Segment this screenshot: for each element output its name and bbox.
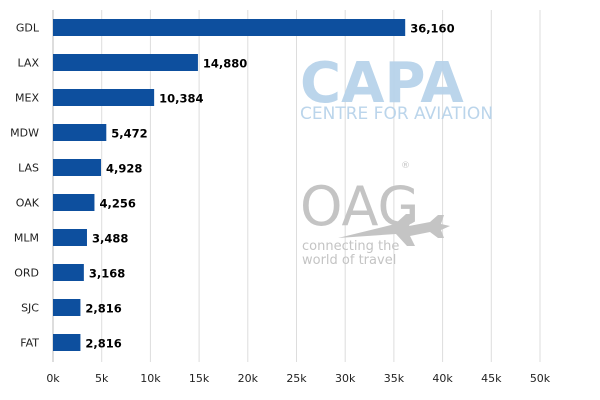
data-label: 14,880 xyxy=(203,57,247,71)
bar-lax xyxy=(53,54,198,71)
capa-watermark: CAPA CENTRE FOR AVIATION xyxy=(300,51,493,124)
oag-tagline-line1: connecting the xyxy=(302,239,399,254)
capa-logo-subtitle: CENTRE FOR AVIATION xyxy=(300,104,493,124)
category-label: LAX xyxy=(18,57,40,70)
bar-mlm xyxy=(53,229,87,246)
x-tick-label: 30k xyxy=(335,372,356,385)
x-tick-label: 40k xyxy=(432,372,453,385)
category-label: ORD xyxy=(14,267,39,280)
category-label: LAS xyxy=(18,162,39,175)
oag-watermark: OAG ® connecting the world of travel xyxy=(300,161,450,268)
data-label: 4,256 xyxy=(99,197,135,211)
bar-oak xyxy=(53,194,95,211)
data-label: 10,384 xyxy=(159,92,203,106)
x-tick-label: 0k xyxy=(46,372,60,385)
category-labels: GDL LAX MEX MDW LAS OAK MLM ORD SJC FAT xyxy=(10,22,40,350)
x-tick-label: 10k xyxy=(140,372,161,385)
data-label: 2,816 xyxy=(85,302,121,316)
capa-logo-text: CAPA xyxy=(300,51,464,116)
data-label: 4,928 xyxy=(106,162,142,176)
oag-registered-mark: ® xyxy=(401,161,410,171)
bars xyxy=(53,19,406,351)
category-label: MDW xyxy=(10,127,39,140)
airplane-icon xyxy=(338,214,450,246)
data-label: 3,168 xyxy=(89,267,125,281)
category-label: MLM xyxy=(14,232,39,245)
category-label: FAT xyxy=(20,337,39,350)
x-tick-label: 20k xyxy=(238,372,259,385)
category-label: OAK xyxy=(16,197,40,210)
x-tick-label: 35k xyxy=(384,372,405,385)
x-tick-label: 45k xyxy=(481,372,502,385)
data-label: 2,816 xyxy=(85,337,121,351)
data-label: 5,472 xyxy=(111,127,147,141)
category-label: MEX xyxy=(15,92,39,105)
bar-sjc xyxy=(53,299,81,316)
x-tick-label: 5k xyxy=(95,372,109,385)
bar-mdw xyxy=(53,124,107,141)
bar-las xyxy=(53,159,101,176)
x-tick-label: 50k xyxy=(530,372,551,385)
oag-tagline-line2: world of travel xyxy=(302,253,396,268)
category-label: SJC xyxy=(21,302,39,315)
x-tick-label: 15k xyxy=(189,372,210,385)
x-axis-ticks: 0k 5k 10k 15k 20k 25k 30k 35k 40k 45k 50k xyxy=(46,372,550,385)
bar-ord xyxy=(53,264,84,281)
data-labels: 36,160 14,880 10,384 5,472 4,928 4,256 3,488 3,… xyxy=(85,22,454,351)
bar-mex xyxy=(53,89,155,106)
x-tick-label: 25k xyxy=(286,372,307,385)
bar-gdl xyxy=(53,19,406,36)
category-label: GDL xyxy=(16,22,40,35)
data-label: 3,488 xyxy=(92,232,128,246)
data-label: 36,160 xyxy=(410,22,454,36)
bar-fat xyxy=(53,334,81,351)
